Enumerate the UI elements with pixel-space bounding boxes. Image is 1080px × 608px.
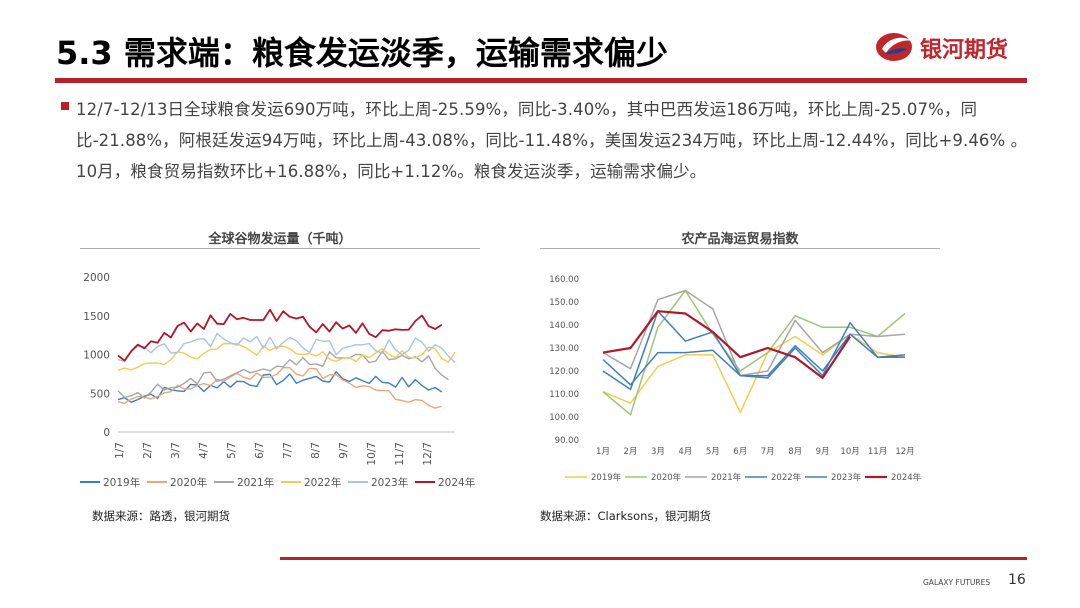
y-tick-label: 120.00 <box>549 367 579 377</box>
series-line-2023年 <box>117 332 456 363</box>
x-tick-label: 8月 <box>788 447 802 457</box>
x-tick-label: 10/7 <box>366 442 378 466</box>
legend-label: 2019年 <box>591 472 622 483</box>
legend-label: 2020年 <box>651 472 682 483</box>
y-tick-label: 130.00 <box>549 344 579 354</box>
x-tick-label: 7/7 <box>282 442 294 459</box>
x-tick-label: 11/7 <box>394 442 406 466</box>
legend-label: 2024年 <box>891 472 922 483</box>
x-tick-label: 7月 <box>761 447 775 457</box>
x-tick-label: 12/7 <box>422 442 434 466</box>
x-tick-label: 1/7 <box>114 442 126 459</box>
y-tick-label: 1500 <box>83 311 110 323</box>
page-number: 16 <box>1008 572 1026 588</box>
chart-left-title-rule <box>80 248 480 249</box>
chart-left-title: 全球谷物发运量（千吨） <box>208 232 352 247</box>
y-tick-label: 160.00 <box>549 275 579 285</box>
galaxy-logo-icon <box>876 33 912 61</box>
chart-right-title-rule <box>540 248 940 249</box>
logo-text: 银河期货 <box>920 38 1009 63</box>
y-tick-label: 100.00 <box>549 413 579 423</box>
footer-brand: GALAXY FUTURES <box>923 578 991 587</box>
x-tick-label: 2月 <box>623 447 637 457</box>
y-tick-label: 90.00 <box>555 436 579 446</box>
legend-label: 2021年 <box>237 476 274 489</box>
summary-text: 12/7-12/13日全球粮食发运690万吨，环比上周-25.59%，同比-3.… <box>76 100 1028 181</box>
legend-label: 2020年 <box>170 476 207 489</box>
series-line-2021年 <box>117 350 449 399</box>
x-tick-label: 5/7 <box>226 442 238 459</box>
bullet-square-icon <box>61 102 69 110</box>
page-title: 5.3 需求端：粮食发运淡季，运输需求偏少 <box>56 34 668 72</box>
y-tick-label: 2000 <box>83 272 110 284</box>
summary-bullet: 12/7-12/13日全球粮食发运690万吨，环比上周-25.59%，同比-3.… <box>56 94 1031 187</box>
chart-right-title: 农产品海运贸易指数 <box>681 232 799 247</box>
legend-label: 2022年 <box>304 476 341 489</box>
x-tick-label: 6月 <box>733 447 747 457</box>
x-tick-label: 11月 <box>868 447 887 457</box>
y-tick-label: 500 <box>90 388 110 400</box>
series-line-2020年 <box>117 366 442 409</box>
source-left: 数据来源：路透，银河期货 <box>92 509 230 523</box>
series-line-2022年 <box>602 333 905 386</box>
series-line-2021年 <box>602 289 906 377</box>
x-tick-label: 5月 <box>706 447 720 457</box>
title-underline <box>55 78 1027 83</box>
legend-label: 2023年 <box>831 472 862 483</box>
y-tick-label: 150.00 <box>549 298 579 308</box>
x-tick-label: 12月 <box>895 447 914 457</box>
x-tick-label: 4月 <box>678 447 692 457</box>
galaxy-futures-logo: 银河期货 <box>874 27 1034 67</box>
x-tick-label: 8/7 <box>310 442 322 459</box>
legend-label: 2024年 <box>438 476 475 489</box>
x-tick-label: 10月 <box>840 447 859 457</box>
x-tick-label: 2/7 <box>142 442 154 459</box>
legend-label: 2019年 <box>103 476 140 489</box>
series-line-2024年 <box>117 308 443 362</box>
y-tick-label: 140.00 <box>549 321 579 331</box>
legend-label: 2022年 <box>771 472 802 483</box>
y-tick-label: 1000 <box>83 350 110 362</box>
y-tick-label: 0 <box>103 427 110 439</box>
x-tick-label: 6/7 <box>254 442 266 459</box>
chart-right-svg: 90.00 100.00 110.00 120.00 130.00 140.00 150.0… <box>549 275 922 483</box>
x-tick-label: 9月 <box>816 447 830 457</box>
series-line-2019年 <box>117 371 443 403</box>
x-tick-label: 4/7 <box>198 442 210 459</box>
footer-rule <box>280 557 1027 560</box>
legend-label: 2023年 <box>371 476 408 489</box>
x-tick-label: 3月 <box>651 447 665 457</box>
source-right: 数据来源：Clarksons，银河期货 <box>540 509 711 523</box>
series-line-2023年 <box>602 310 906 391</box>
legend-label: 2021年 <box>711 472 742 483</box>
x-tick-label: 9/7 <box>338 442 350 459</box>
y-tick-label: 110.00 <box>549 390 579 400</box>
x-tick-label: 3/7 <box>170 442 182 459</box>
x-tick-label: 1月 <box>596 447 610 457</box>
chart-left-svg: 0 500 1000 1500 2000 1/7 2/7 3/7 4/7 5/7 6/7 7/7 8/7… <box>80 272 475 489</box>
series-line-2024年 <box>602 310 852 380</box>
series-line-2022年 <box>117 342 456 371</box>
